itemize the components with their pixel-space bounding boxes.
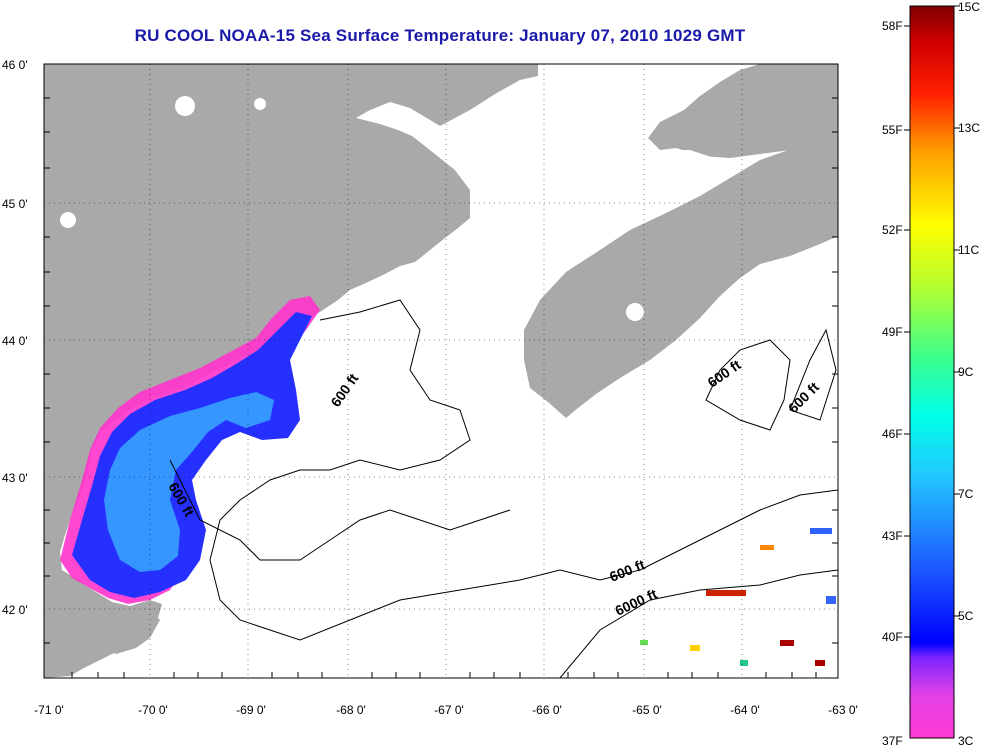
lat-label-44: 44 0' — [2, 334, 28, 348]
contour-600ft-gulf — [209, 299, 838, 641]
land-cape-cod — [104, 608, 160, 654]
lon-label-70: -70 0' — [138, 703, 168, 717]
inland-lake-2 — [254, 98, 266, 110]
colorbar-label-3c: 3C — [958, 734, 974, 748]
lon-label-63: -63 0' — [828, 703, 858, 717]
colorbar-label-49f: 49F — [882, 325, 903, 339]
colorbar-label-11c: 11C — [958, 243, 980, 257]
colorbar-label-7c: 7C — [958, 487, 974, 501]
colorbar-label-55f: 55F — [882, 123, 903, 137]
sst-warm-patch-2 — [706, 590, 746, 596]
sst-warm-patch-5 — [815, 660, 825, 666]
sst-warm-patch-1 — [760, 545, 774, 550]
colorbar-ticks — [904, 5, 960, 638]
colorbar-label-52f: 52F — [882, 223, 903, 237]
map-title: RU COOL NOAA-15 Sea Surface Temperature:… — [134, 26, 746, 45]
colorbar-label-37f: 37F — [882, 734, 903, 748]
contour-600ft-shelf — [169, 459, 511, 561]
lat-label-43: 43 0' — [2, 471, 28, 485]
colorbar-label-15c: 15C — [958, 0, 981, 14]
sst-mid-band — [104, 392, 274, 572]
lat-label-45: 45 0' — [2, 197, 28, 211]
colorbar-label-43f: 43F — [882, 529, 903, 543]
sst-cool-patch-1 — [810, 528, 832, 534]
contour-6000ft — [559, 569, 838, 678]
frame-ticks — [44, 97, 838, 678]
sst-mid-patch-2 — [640, 640, 648, 645]
lon-label-64: -64 0' — [730, 703, 760, 717]
colorbar-label-9c: 9C — [958, 365, 974, 379]
sst-mid-patch-1 — [740, 660, 748, 666]
sst-cool-patch-2 — [826, 596, 836, 604]
sst-warm-patch-4 — [690, 645, 700, 651]
lat-label-46: 46 0' — [2, 58, 28, 72]
contour-600ft-ns — [705, 328, 837, 431]
map-frame — [43, 63, 839, 679]
inland-lake-4 — [626, 303, 644, 321]
colorbar — [909, 5, 955, 739]
lon-label-68: -68 0' — [336, 703, 366, 717]
lon-label-67: -67 0' — [434, 703, 464, 717]
lat-label-42: 42 0' — [2, 603, 28, 617]
colorbar-label-5c: 5C — [958, 609, 974, 623]
lon-label-65: -65 0' — [632, 703, 662, 717]
bay-of-fundy — [430, 126, 580, 290]
minas-basin — [640, 150, 740, 190]
land-nova-scotia — [524, 64, 838, 418]
lon-label-71: -71 0' — [34, 703, 64, 717]
inland-lake-1 — [175, 96, 195, 116]
colorbar-label-58f: 58F — [882, 19, 903, 33]
inland-lake-3 — [60, 212, 76, 228]
colorbar-label-40f: 40F — [882, 630, 903, 644]
inland-lake-5 — [534, 144, 546, 156]
colorbar-label-46f: 46F — [882, 427, 903, 441]
colorbar-label-13c: 13C — [958, 121, 981, 135]
lon-label-66: -66 0' — [532, 703, 562, 717]
sst-warm-patch-3 — [780, 640, 794, 646]
land-mainland — [44, 64, 538, 678]
lon-label-69: -69 0' — [236, 703, 266, 717]
